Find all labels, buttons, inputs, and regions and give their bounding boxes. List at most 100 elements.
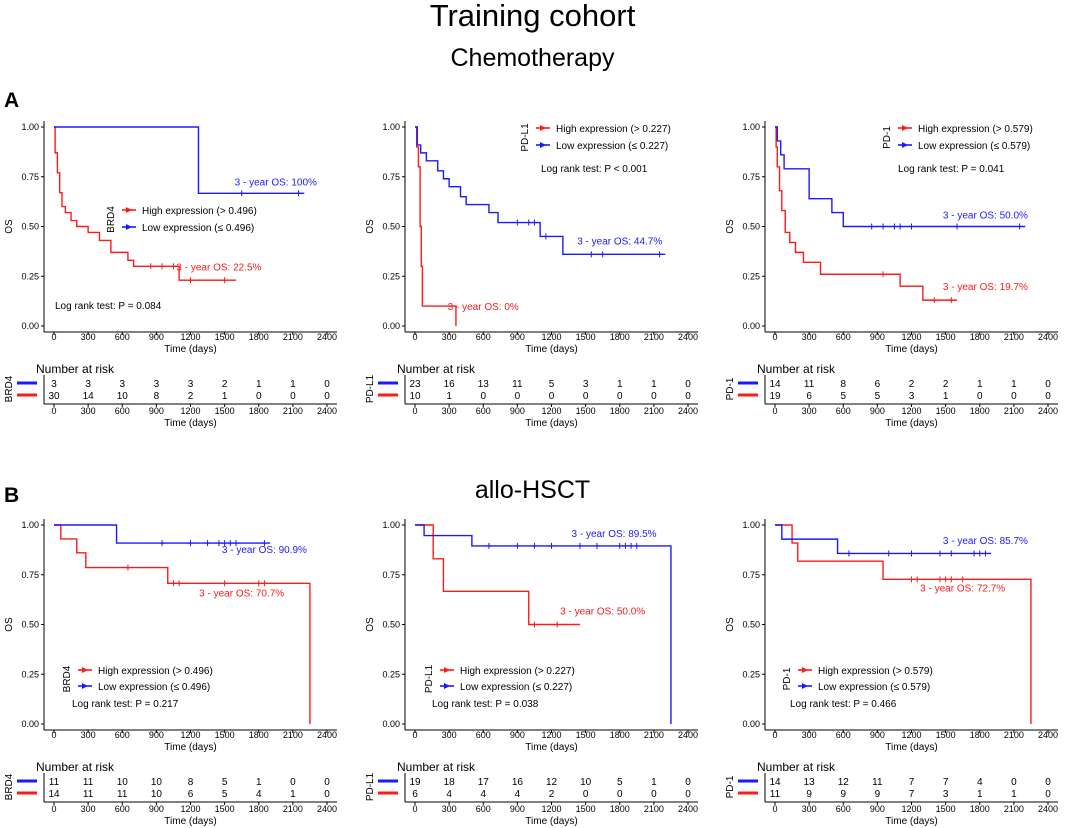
- panel-b1-risk-count-low: 1: [256, 777, 262, 788]
- panel-b1-risk-x-tick-label: 300: [81, 804, 96, 814]
- panel-a2-censor-mark-low: [542, 233, 549, 240]
- panel-a1-censor-mark-high: [187, 277, 194, 284]
- panel-a2-censor-mark-low: [525, 219, 532, 226]
- panel-b3-risk-x-tick-label: 1200: [901, 804, 921, 814]
- panel-b1-legend-marker-high: [82, 667, 88, 673]
- panel-b1-censor-mark-low: [187, 540, 194, 547]
- panel-a3-censor-mark-low: [908, 223, 915, 230]
- panel-b3-risk-ylabel: PD-1: [725, 775, 736, 798]
- panel-a3-risk-x-tick-label: 1800: [970, 406, 990, 416]
- panel-a3-y-tick-label: 0.50: [742, 222, 760, 232]
- panel-b3-risk-count-high: 9: [840, 789, 846, 800]
- panel-a2-risk-x-axis-label: Time (days): [525, 418, 577, 429]
- panel-b3-censor-mark-low: [971, 550, 978, 557]
- section-a-title: Chemotherapy: [450, 44, 615, 72]
- panel-a3-risk-count-low: 0: [1045, 379, 1051, 390]
- panel-b3-risk-count-high: 9: [875, 789, 881, 800]
- panel-a2-risk-count-high: 10: [409, 391, 421, 402]
- panel-a2-x-tick-label: 600: [476, 332, 491, 342]
- panel-a1: 0.000.250.500.751.000 300 600 900 1200 1500 18…: [4, 121, 337, 429]
- panel-b1-risk-count-low: 10: [117, 777, 129, 788]
- panel-b2-risk-x-tick-label: 2100: [644, 804, 664, 814]
- panel-a3-censor-mark-low: [954, 223, 960, 230]
- panel-a2-y-tick-label: 0.00: [382, 321, 400, 331]
- panel-a3-x-tick-label: 0: [772, 332, 777, 342]
- panel-a3-risk-x-tick-label: 1500: [936, 406, 956, 416]
- panel-a1-risk-count-low: 3: [51, 379, 57, 390]
- panel-b1-censor-mark-high: [221, 580, 228, 587]
- panel-b3-y-tick-label: 0.50: [742, 620, 760, 630]
- panel-a1-risk-x-tick-label: 900: [149, 406, 164, 416]
- panel-b1-censor-mark-high: [170, 580, 177, 587]
- panel-b2-curve-low: [415, 524, 672, 724]
- panel-b2-x-tick-label: 300: [442, 730, 457, 740]
- panel-b1-censor-mark-low: [233, 540, 239, 547]
- panel-b3-censor-mark-high: [942, 576, 949, 583]
- panel-b1-x-tick-label: 1800: [249, 730, 269, 740]
- panel-b2-censor-mark-low: [485, 542, 492, 549]
- panel-b1-x-tick-label: 900: [149, 730, 164, 740]
- panel-b1-censor-mark-low: [204, 540, 211, 547]
- panel-b3-x-axis-label: Time (days): [885, 742, 937, 753]
- panel-b2-censor-mark-low: [616, 542, 623, 549]
- panel-a3-risk-count-high: 3: [909, 391, 915, 402]
- panel-a3-risk-x-tick-label: 900: [870, 406, 885, 416]
- panel-a3-risk-count-low: 11: [804, 379, 815, 390]
- panel-b1-annotation-high: 3 - year OS: 70.7%: [199, 589, 284, 600]
- panel-a1-risk-ylabel: BRD4: [4, 375, 15, 402]
- panel-b1-curve-high: [54, 524, 311, 724]
- panel-a3-censor-mark-high: [880, 271, 887, 278]
- panel-b1-y-tick-label: 0.50: [21, 620, 39, 630]
- panel-b1-y-tick-label: 0.00: [21, 719, 39, 729]
- panel-a3-x-tick-label: 1800: [970, 332, 990, 342]
- panel-a3-annotation-high: 3 - year OS: 19.7%: [943, 282, 1028, 293]
- panel-b3-curve-high: [775, 524, 1032, 724]
- panel-b2-y-axis-label: OS: [365, 617, 376, 632]
- panel-b2-x-tick-label: 2100: [644, 730, 664, 740]
- panel-b1-risk-count-high: 1: [290, 789, 296, 800]
- panel-a3-censor-mark-high: [948, 297, 955, 304]
- panel-a2-legend-label-high: High expression (> 0.227): [556, 124, 671, 135]
- panel-b1-risk-title: Number at risk: [36, 760, 115, 774]
- panel-b2-y-tick-label: 0.00: [382, 719, 400, 729]
- panel-a3-x-tick-label: 2400: [1038, 332, 1058, 342]
- panel-b3-risk-count-high: 9: [806, 789, 812, 800]
- panel-a1-censor-mark-low: [238, 190, 245, 197]
- panel-b3-x-tick-label: 2400: [1038, 730, 1058, 740]
- panel-a1-risk-x-tick-label: 1200: [180, 406, 200, 416]
- panel-b2-risk-x-tick-label: 300: [442, 804, 457, 814]
- panel-a2-x-tick-label: 300: [442, 332, 457, 342]
- panel-b1-risk-ylabel: BRD4: [4, 773, 15, 800]
- panel-b1-y-tick-label: 1.00: [21, 520, 39, 530]
- panel-b1-risk-count-high: 14: [48, 789, 60, 800]
- panel-a1-risk-x-tick-label: 2100: [283, 406, 303, 416]
- panel-a3-y-tick-label: 1.00: [742, 122, 760, 132]
- panel-a1-risk-count-high: 1: [222, 391, 228, 402]
- panel-a2-risk-count-low: 0: [685, 379, 691, 390]
- panel-b1-legend-label-high: High expression (> 0.496): [98, 666, 213, 677]
- panel-b1-risk-x-tick-label: 1200: [180, 804, 200, 814]
- panel-b2-censor-mark-low: [628, 542, 635, 549]
- panel-b3-y-axis-label: OS: [725, 617, 736, 632]
- panel-b3-risk-x-tick-label: 300: [802, 804, 817, 814]
- panel-b2-risk-count-high: 4: [446, 789, 452, 800]
- panel-a3-risk-count-high: 0: [1011, 391, 1017, 402]
- panel-b3-censor-mark-high: [914, 576, 921, 583]
- panel-a3-risk-count-high: 19: [769, 391, 781, 402]
- panel-a2-y-tick-label: 0.25: [382, 271, 400, 281]
- panel-b3-legend-title: PD-1: [782, 667, 793, 690]
- section-b-title: allo-HSCT: [474, 476, 591, 504]
- panel-b1-annotation-low: 3 - year OS: 90.9%: [222, 545, 307, 556]
- panel-a3-curve-high: [775, 126, 957, 301]
- panel-a2-y-tick-label: 0.75: [382, 172, 400, 182]
- panel-b2-censor-mark-high: [531, 621, 538, 628]
- panel-b3-risk-count-low: 14: [769, 777, 781, 788]
- panel-a1-legend-label-high: High expression (> 0.496): [142, 206, 257, 217]
- panel-b2-risk-count-low: 17: [478, 777, 490, 788]
- panel-b3-x-tick-label: 300: [802, 730, 817, 740]
- panel-a1-legend-marker-low: [126, 224, 132, 230]
- panel-a2-risk-x-tick-label: 1800: [610, 406, 630, 416]
- panel-b2-logrank-text: Log rank test: P = 0.038: [432, 699, 539, 710]
- panel-b3-x-tick-label: 1800: [970, 730, 990, 740]
